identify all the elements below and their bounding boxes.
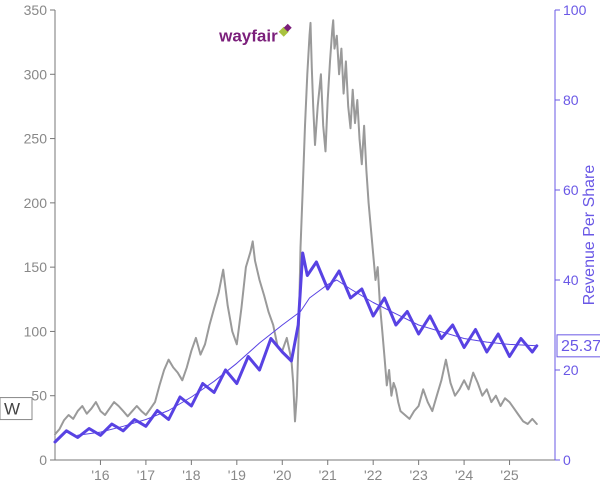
x-tick-label: '23 bbox=[410, 467, 428, 483]
x-tick-label: '22 bbox=[364, 467, 382, 483]
ticker-label: W bbox=[4, 400, 20, 419]
y-left-tick-label: 300 bbox=[24, 66, 48, 82]
x-tick-label: '20 bbox=[273, 467, 291, 483]
y-right-tick-label: 100 bbox=[563, 2, 587, 18]
x-tick-label: '25 bbox=[500, 467, 518, 483]
y-left-tick-label: 250 bbox=[24, 131, 48, 147]
x-tick-label: '17 bbox=[137, 467, 155, 483]
y-right-tick-label: 0 bbox=[563, 452, 571, 468]
y-right-tick-label: 60 bbox=[563, 182, 579, 198]
y-left-tick-label: 150 bbox=[24, 259, 48, 275]
x-tick-label: '18 bbox=[182, 467, 200, 483]
last-value-label: 25.37 bbox=[561, 338, 600, 355]
y-left-tick-label: 100 bbox=[24, 323, 48, 339]
x-tick-label: '21 bbox=[319, 467, 337, 483]
x-tick-label: '16 bbox=[91, 467, 109, 483]
y-right-tick-label: 80 bbox=[563, 92, 579, 108]
y-right-axis-title: Revenue Per Share bbox=[581, 165, 598, 306]
dual-axis-chart: 0 50 100 150 200 250 300 350 0 20 40 60 80 100 '16 '17 '… bbox=[0, 0, 600, 500]
x-tick-label: '19 bbox=[228, 467, 246, 483]
y-left-tick-label: 200 bbox=[24, 195, 48, 211]
y-left-tick-label: 0 bbox=[39, 452, 47, 468]
logo-text: wayfair bbox=[218, 27, 278, 46]
y-right-tick-label: 20 bbox=[563, 362, 579, 378]
y-left-tick-label: 50 bbox=[31, 388, 47, 404]
y-left-tick-label: 350 bbox=[24, 2, 48, 18]
x-tick-label: '24 bbox=[455, 467, 473, 483]
y-right-tick-label: 40 bbox=[563, 272, 579, 288]
